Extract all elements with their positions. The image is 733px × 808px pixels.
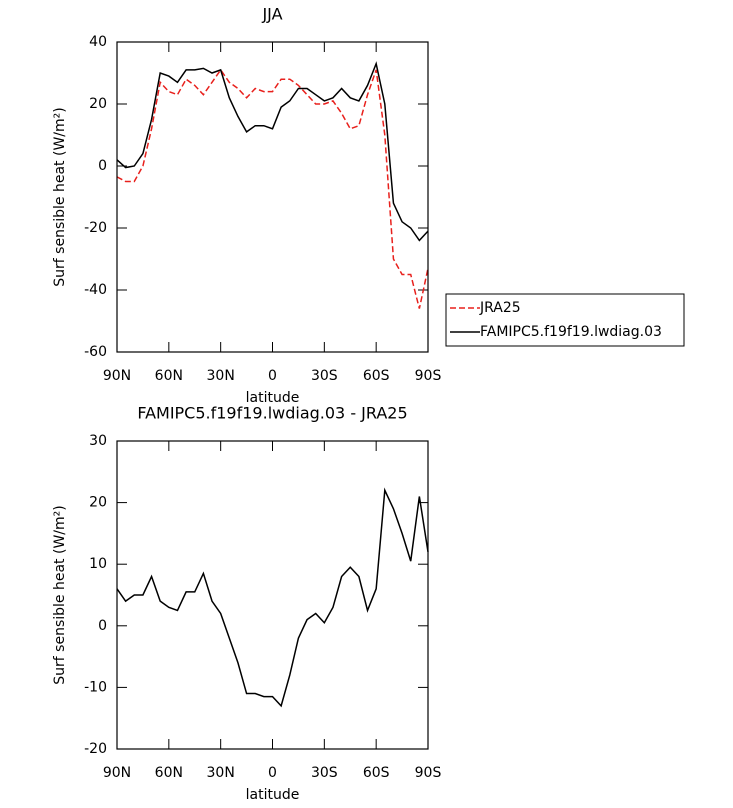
x-tick-label: 30S	[311, 765, 338, 781]
y-tick-label: 0	[98, 618, 107, 634]
data-line	[116, 61, 429, 242]
plot-frame	[116, 440, 429, 750]
y-tick-label: -20	[84, 741, 107, 757]
x-tick-label: 0	[268, 765, 277, 781]
y-tick-label: 20	[89, 96, 107, 112]
data-line	[116, 68, 429, 309]
x-axis-label: latitude	[246, 787, 300, 803]
y-tick-label: 30	[89, 433, 107, 449]
chart-title: FAMIPC5.f19f19.lwdiag.03 - JRA25	[137, 404, 407, 423]
y-tick-label: 0	[98, 158, 107, 174]
x-tick-label: 90S	[415, 368, 442, 384]
y-tick-label: -40	[84, 282, 107, 298]
plot-frame	[116, 41, 429, 353]
legend-label: JRA25	[479, 300, 521, 316]
chart-title: JJA	[261, 5, 282, 24]
x-tick-label: 60S	[363, 765, 390, 781]
legend-label: FAMIPC5.f19f19.lwdiag.03	[480, 324, 662, 340]
x-tick-label: 30N	[207, 765, 235, 781]
x-tick-label: 60S	[363, 368, 390, 384]
x-tick-label: 0	[268, 368, 277, 384]
x-tick-label: 90N	[103, 765, 131, 781]
y-tick-label: -20	[84, 220, 107, 236]
data-line	[116, 487, 429, 708]
x-tick-label: 60N	[155, 765, 183, 781]
x-tick-label: 30S	[311, 368, 338, 384]
x-tick-label: 90N	[103, 368, 131, 384]
y-tick-label: -10	[84, 679, 107, 695]
y-axis-label: Surf sensible heat (W/m²)	[52, 505, 68, 684]
legend-box	[445, 293, 685, 347]
x-tick-label: 90S	[415, 765, 442, 781]
y-tick-label: 40	[89, 34, 107, 50]
y-tick-label: 20	[89, 495, 107, 511]
y-axis-label: Surf sensible heat (W/m²)	[52, 107, 68, 286]
y-tick-label: 10	[89, 556, 107, 572]
x-tick-label: 30N	[207, 368, 235, 384]
x-tick-label: 60N	[155, 368, 183, 384]
y-tick-label: -60	[84, 344, 107, 360]
x-axis-label: latitude	[246, 390, 300, 406]
